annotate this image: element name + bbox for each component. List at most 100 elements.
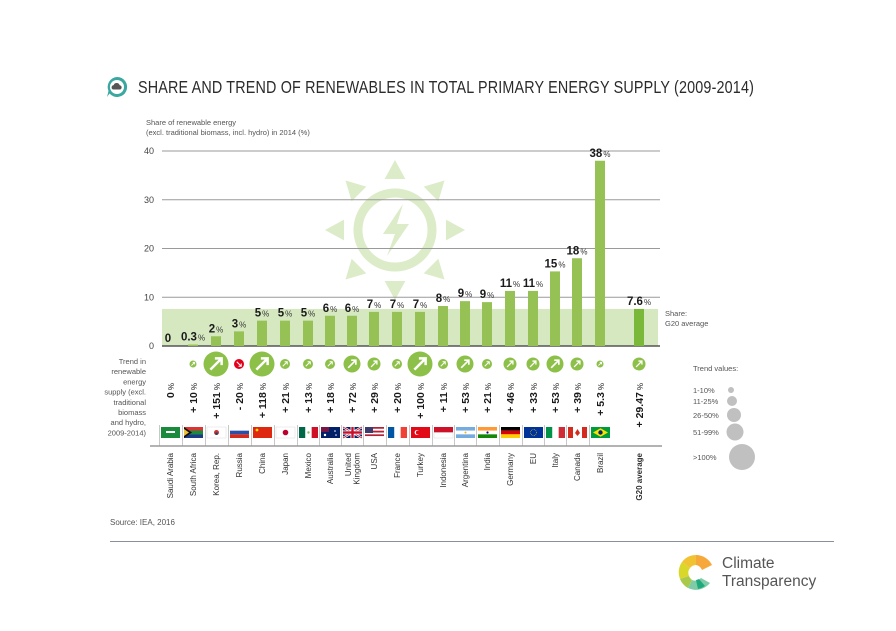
bar[interactable] bbox=[211, 336, 221, 346]
arrow-glyph bbox=[347, 359, 357, 369]
brand-name: Climate Transparency bbox=[722, 555, 816, 591]
value-label: 6% bbox=[323, 303, 338, 315]
trend-axis-title: renewable bbox=[111, 367, 146, 376]
category-label: South Africa bbox=[189, 452, 198, 496]
bar[interactable] bbox=[303, 320, 313, 346]
value-label: 7% bbox=[390, 299, 405, 311]
trend-legend-label: 26-50% bbox=[693, 411, 719, 420]
trend-up-arrow-icon bbox=[632, 357, 646, 371]
value-label: 11% bbox=[500, 278, 520, 290]
trend-value-label: + 29.47% bbox=[634, 383, 646, 427]
lightning-bolt bbox=[383, 204, 409, 256]
arrow-glyph bbox=[282, 361, 288, 367]
y-axis-label-line: Share of renewable energy bbox=[146, 118, 237, 127]
arrow-glyph bbox=[255, 357, 269, 371]
sun-ray bbox=[325, 219, 345, 241]
bar[interactable] bbox=[257, 320, 267, 346]
uk-flag-icon bbox=[341, 425, 363, 446]
trend-value-label: + 21% bbox=[280, 383, 292, 413]
turkey-flag-icon bbox=[409, 425, 430, 446]
bar[interactable] bbox=[528, 290, 538, 346]
brand-line-2: Transparency bbox=[722, 573, 817, 590]
bar[interactable] bbox=[595, 160, 605, 346]
climate-transparency-logo-icon bbox=[678, 555, 712, 590]
bar[interactable] bbox=[188, 344, 198, 346]
category-label: Korea, Rep. bbox=[212, 453, 221, 496]
brazil-flag-icon bbox=[589, 425, 610, 446]
bar[interactable] bbox=[505, 290, 515, 346]
chart-header: SHARE AND TREND OF RENEWABLES IN TOTAL P… bbox=[106, 76, 889, 98]
trend-value-label: + 118% bbox=[257, 383, 269, 418]
bar[interactable] bbox=[415, 311, 425, 346]
arrow-glyph bbox=[550, 359, 560, 369]
value-label: 5% bbox=[278, 308, 293, 320]
category-label: China bbox=[258, 452, 267, 473]
trend-value-label: 0% bbox=[165, 383, 177, 398]
value-label: 15% bbox=[545, 258, 566, 270]
bar[interactable] bbox=[572, 258, 582, 346]
sun-ray bbox=[384, 160, 406, 180]
arrow-glyph bbox=[209, 357, 223, 371]
category-label: India bbox=[483, 452, 492, 470]
value-label: 11% bbox=[523, 278, 543, 290]
sun-ray bbox=[345, 180, 367, 202]
category-label: Italy bbox=[551, 453, 560, 468]
trend-up-arrow-icon bbox=[503, 357, 517, 371]
arrow-glyph bbox=[506, 360, 514, 368]
category-label: Russia bbox=[235, 452, 244, 477]
arrow-glyph bbox=[327, 361, 333, 367]
bar[interactable] bbox=[347, 315, 357, 346]
category-label: EU bbox=[529, 453, 538, 464]
value-label: 9% bbox=[458, 288, 473, 300]
value-label: 0 bbox=[165, 333, 171, 345]
value-label: 2% bbox=[209, 323, 224, 335]
indonesia-flag-icon bbox=[432, 425, 454, 446]
trend-value-label: + 20% bbox=[392, 383, 404, 413]
south-africa-flag-icon bbox=[182, 425, 203, 446]
sun-lightning-watermark-icon bbox=[325, 160, 465, 300]
arrow-glyph bbox=[598, 361, 603, 366]
bar[interactable] bbox=[550, 271, 560, 346]
arrow-glyph bbox=[413, 357, 427, 371]
bar[interactable] bbox=[325, 315, 335, 346]
trend-up-arrow-icon bbox=[546, 355, 564, 373]
trend-up-arrow-icon bbox=[189, 360, 197, 368]
arrow-glyph bbox=[394, 361, 400, 367]
value-label: 0.3% bbox=[181, 332, 205, 344]
bar[interactable] bbox=[234, 331, 244, 346]
arrow-glyph bbox=[236, 361, 242, 367]
trend-axis-title: 2009-2014) bbox=[108, 428, 147, 437]
trend-legend-circle bbox=[726, 423, 744, 441]
y-tick-label: 0 bbox=[149, 341, 154, 351]
arrow-glyph bbox=[305, 361, 311, 367]
source-note: Source: IEA, 2016 bbox=[110, 518, 175, 527]
category-label: USA bbox=[370, 452, 379, 469]
trend-value-label: + 21% bbox=[482, 383, 494, 413]
trend-up-arrow-icon bbox=[596, 360, 604, 368]
bar[interactable] bbox=[634, 308, 644, 346]
category-label: Mexico bbox=[304, 452, 313, 478]
bar[interactable] bbox=[460, 301, 470, 346]
trend-axis-title: biomass bbox=[118, 408, 146, 417]
category-label: Saudi Arabia bbox=[166, 452, 175, 498]
canada-flag-icon bbox=[566, 425, 587, 446]
arrow-glyph bbox=[529, 360, 537, 368]
bar[interactable] bbox=[369, 311, 379, 346]
bar[interactable] bbox=[438, 306, 448, 346]
trend-value-label: + 33% bbox=[528, 383, 540, 413]
value-label: 8% bbox=[436, 293, 451, 305]
bar[interactable] bbox=[482, 302, 492, 346]
category-label: Australia bbox=[326, 452, 335, 484]
japan-flag-icon bbox=[274, 425, 296, 446]
eu-flag-icon bbox=[522, 425, 543, 446]
category-label: United bbox=[344, 453, 353, 476]
trend-axis-title: energy bbox=[123, 377, 146, 386]
trend-up-arrow-icon bbox=[203, 351, 229, 377]
trend-up-arrow-icon bbox=[249, 351, 275, 377]
bar[interactable] bbox=[392, 311, 402, 346]
usa-flag-icon bbox=[363, 425, 384, 446]
italy-flag-icon bbox=[544, 425, 565, 446]
category-label: Kingdom bbox=[352, 453, 361, 485]
bar[interactable] bbox=[280, 320, 290, 346]
trend-axis-title: and hydro, bbox=[111, 418, 146, 427]
